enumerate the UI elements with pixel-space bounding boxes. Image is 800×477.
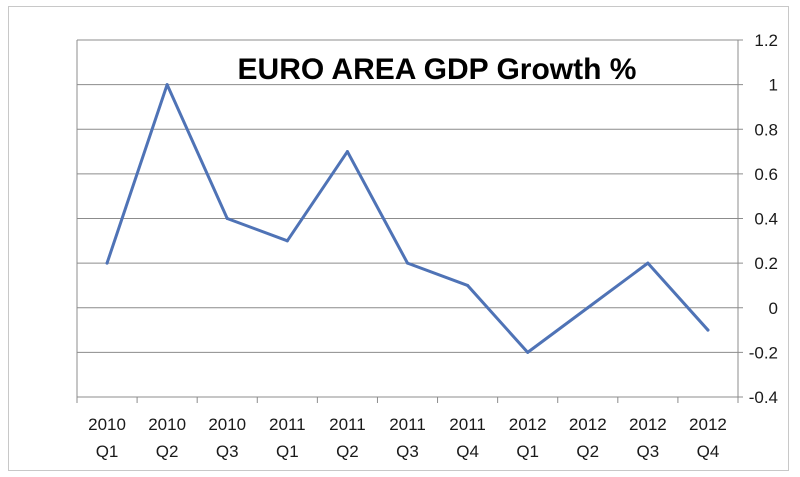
x-tick-label-quarter: Q4 (697, 442, 720, 461)
data-point (285, 239, 289, 243)
y-tick-label: 0.6 (754, 165, 778, 184)
x-tick-label-quarter: Q1 (96, 442, 119, 461)
x-tick-label-year: 2012 (569, 415, 607, 434)
chart-frame (8, 6, 789, 471)
tick-labels: 1.2 1 0.8 0.6 0.4 0.2 0 -0.2 -0.4 2010 Q1 2010 Q2 201… (88, 31, 778, 461)
data-point (345, 150, 349, 154)
x-tick-label-quarter: Q1 (516, 442, 539, 461)
x-tick-label-year: 2011 (269, 415, 306, 434)
gridlines (77, 39, 738, 398)
x-tick-label-year: 2010 (148, 415, 186, 434)
series-layer (105, 83, 710, 354)
y-tick-label: 1 (769, 76, 778, 95)
y-tick-label: -0.2 (749, 343, 778, 362)
x-tick-label-quarter: Q2 (156, 442, 179, 461)
x-tick-label-quarter: Q1 (276, 442, 299, 461)
x-tick-label-quarter: Q2 (336, 442, 359, 461)
data-point (406, 261, 409, 265)
data-point (105, 261, 109, 265)
x-tick-label-year: 2010 (88, 415, 126, 434)
data-point (165, 83, 169, 87)
x-tick-label-quarter: Q3 (637, 442, 660, 461)
x-tick-label-year: 2011 (389, 415, 426, 434)
y-tick-label: 1.2 (754, 31, 778, 50)
x-tick-label-year: 2012 (689, 415, 727, 434)
y-tick-label: 0.4 (754, 210, 778, 229)
y-tick-label: 0.2 (754, 254, 778, 273)
data-point (706, 328, 710, 332)
x-tick-label-year: 2012 (629, 415, 667, 434)
x-tick-label-year: 2012 (509, 415, 547, 434)
x-tick-label-quarter: Q3 (396, 442, 419, 461)
data-point (646, 261, 650, 265)
x-tick-label-year: 2010 (208, 415, 246, 434)
y-tick-label: -0.4 (749, 388, 778, 407)
data-point (586, 306, 590, 310)
axes (76, 39, 743, 403)
data-point (225, 217, 229, 220)
x-tick-label-quarter: Q4 (456, 442, 479, 461)
x-tick-label-quarter: Q3 (216, 442, 239, 461)
data-point (526, 350, 530, 354)
y-tick-label: 0.8 (754, 120, 778, 139)
data-point (466, 283, 470, 287)
x-tick-label-quarter: Q2 (576, 442, 599, 461)
y-tick-label: 0 (769, 299, 778, 318)
x-tick-label-year: 2011 (449, 415, 486, 434)
x-tick-label-year: 2011 (329, 415, 366, 434)
chart-title: EURO AREA GDP Growth % (238, 53, 637, 86)
